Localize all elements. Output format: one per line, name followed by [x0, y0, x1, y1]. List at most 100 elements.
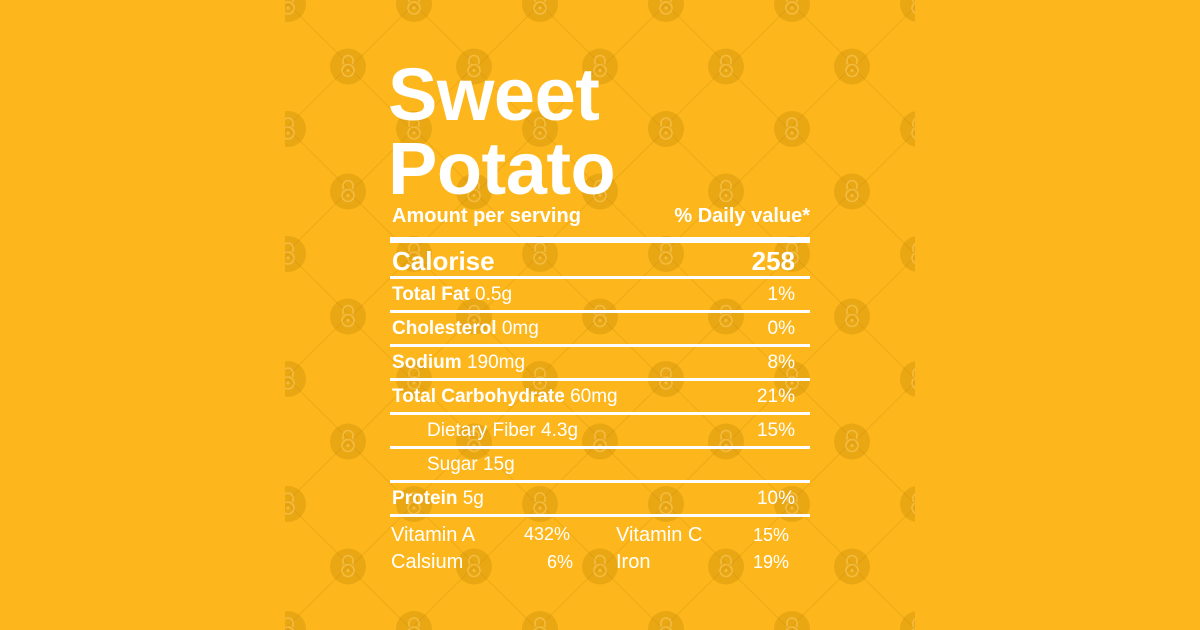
lock-icon: [285, 111, 306, 147]
lock-icon: [708, 48, 744, 85]
lock-icon: [900, 361, 915, 397]
iron-value: 19%: [753, 552, 790, 572]
divider: [390, 514, 810, 517]
nutrient-row-total-fat: Total Fat 0.5g 1%: [392, 284, 795, 306]
daily-value-label: % Daily value*: [674, 205, 810, 227]
lock-icon: [285, 361, 306, 397]
lock-icon: [285, 0, 306, 22]
nutrient-name: Protein: [392, 488, 458, 509]
calcium-label: Calsium: [391, 551, 464, 573]
lock-icon: [285, 236, 306, 272]
nutrient-amount: 0.5g: [475, 284, 513, 305]
lock-icon: [456, 48, 492, 85]
lock-icon: [900, 486, 915, 522]
nutrient-name: Sodium: [392, 352, 462, 373]
nutrient-daily: 10%: [756, 488, 795, 509]
nutrient-name: Total Carbohydrate: [392, 386, 565, 407]
product-title-line1: Sweet: [388, 53, 600, 136]
lock-icon: [522, 236, 558, 272]
lock-icon: [330, 298, 366, 335]
lock-icon: [708, 548, 744, 585]
nutrient-row-carbohydrate: Total Carbohydrate 60mg 21%: [392, 386, 795, 408]
lock-icon: [522, 611, 558, 630]
lock-icon: [396, 0, 432, 22]
lock-icon: [522, 0, 558, 22]
lock-icon: [285, 611, 306, 630]
divider: [390, 446, 810, 449]
lock-icon: [330, 173, 366, 210]
lock-icon: [582, 48, 618, 85]
lock-icon: [582, 548, 618, 585]
lock-icon: [834, 548, 870, 585]
vitamin-c-label: Vitamin C: [616, 524, 703, 546]
divider: [390, 276, 810, 279]
thick-divider: [390, 237, 810, 243]
calories-label: Calorise: [392, 246, 495, 276]
nutrient-name: Sugar 15g: [427, 454, 515, 475]
nutrient-name: Cholesterol: [392, 318, 497, 339]
divider: [390, 412, 810, 415]
lock-icon: [708, 173, 744, 210]
vitamin-a-label: Vitamin A: [391, 524, 476, 546]
lock-icon: [648, 486, 684, 522]
lock-icon: [648, 0, 684, 22]
watermark-pattern: [285, 0, 915, 630]
nutrient-daily: 8%: [767, 352, 795, 373]
lock-icon: [900, 0, 915, 22]
vitamin-a-value: 432%: [524, 524, 571, 544]
lock-icon: [648, 611, 684, 630]
lock-icon: [834, 298, 870, 335]
nutrient-row-protein: Protein 5g 10%: [392, 488, 795, 510]
iron-label: Iron: [616, 551, 651, 573]
lock-icon: [774, 611, 810, 630]
lock-icon: [330, 548, 366, 585]
serving-header: Amount per serving % Daily value*: [392, 205, 810, 228]
nutrient-amount: 0mg: [501, 318, 539, 339]
lock-icon: [456, 173, 492, 210]
lock-icon: [834, 173, 870, 210]
lock-icon: [330, 48, 366, 85]
nutrient-name: Total Fat: [392, 284, 470, 305]
lock-icon: [774, 236, 810, 272]
lock-icon: [522, 111, 558, 147]
divider: [390, 310, 810, 313]
lock-icon: [285, 486, 306, 522]
nutrient-amount: 5g: [462, 488, 484, 509]
lock-icon: [774, 111, 810, 147]
lock-icon: [900, 111, 915, 147]
lock-icon: [582, 173, 618, 210]
lock-icon: [648, 236, 684, 272]
nutrient-row-sugar: Sugar 15g: [392, 454, 795, 476]
divider: [390, 480, 810, 483]
nutrient-daily: 0%: [767, 318, 795, 339]
nutrient-daily: 15%: [756, 420, 795, 441]
nutrient-amount: 60mg: [570, 386, 618, 407]
divider: [390, 378, 810, 381]
nutrient-row-cholesterol: Cholesterol 0mg 0%: [392, 318, 795, 340]
lock-icon: [396, 111, 432, 147]
nutrient-daily: 21%: [756, 386, 795, 407]
calories-row: Calorise 258: [392, 246, 795, 277]
lock-icon: [900, 611, 915, 630]
lock-icon: [774, 0, 810, 22]
lock-icon: [396, 611, 432, 630]
nutrient-row-fiber: Dietary Fiber 4.3g 15%: [392, 420, 795, 442]
lock-icon: [330, 423, 366, 460]
lock-icon: [834, 48, 870, 85]
product-title-line2: Potato: [388, 127, 616, 210]
lock-icon: [522, 486, 558, 522]
calories-value: 258: [751, 246, 795, 276]
lock-icon: [456, 548, 492, 585]
nutrient-amount: 190mg: [466, 352, 526, 373]
amount-per-serving-label: Amount per serving: [392, 205, 581, 227]
nutrient-name: Dietary Fiber 4.3g: [427, 420, 579, 441]
divider: [390, 344, 810, 347]
nutrient-row-sodium: Sodium 190mg 8%: [392, 352, 795, 374]
calcium-value: 6%: [547, 552, 574, 572]
lock-icon: [396, 236, 432, 272]
lock-icon: [900, 236, 915, 272]
vitamin-c-value: 15%: [753, 525, 790, 545]
nutrient-daily: 1%: [767, 284, 795, 305]
lock-icon: [648, 111, 684, 147]
lock-icon: [834, 423, 870, 460]
